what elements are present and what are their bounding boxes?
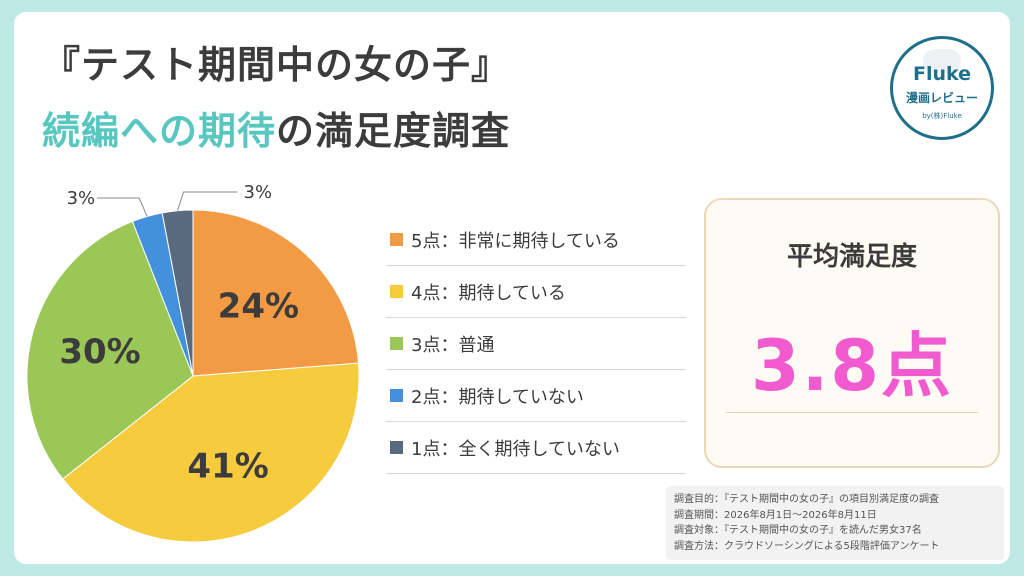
note-period: 調査期間：2026年8月1日～2026年8月11日 <box>674 509 877 521</box>
legend-label: 5点：非常に期待している <box>411 230 620 252</box>
survey-notes: 調査目的：『テスト期間中の女の子』の項目別満足度の調査 調査期間：2026年8月… <box>666 486 1004 560</box>
pie-leader-line <box>177 191 238 211</box>
logo-byline: by(株)Fluke <box>922 112 962 120</box>
note-purpose: 調査目的：『テスト期間中の女の子』の項目別満足度の調査 <box>674 494 939 505</box>
legend-item: 5点：非常に期待している <box>386 214 686 266</box>
pie-leader-line <box>97 197 148 217</box>
legend-label: 3点：普通 <box>411 334 495 356</box>
logo-bubble-icon <box>923 49 961 73</box>
average-underline <box>726 412 978 413</box>
average-score-box: 平均満足度 3.8点 <box>704 198 1000 468</box>
pie-slice <box>26 220 194 480</box>
pie-chart: 24% 41% 30% 3% 3% <box>26 182 360 543</box>
pie-label: 3% <box>244 182 273 203</box>
fluke-logo: Fluke 漫画レビュー by(株)Fluke <box>890 36 994 140</box>
average-value: 3.8点 <box>750 325 953 407</box>
title-highlight: 続編への期待 <box>42 109 277 153</box>
legend-swatch <box>390 389 403 402</box>
legend-item: 2点：期待していない <box>386 370 686 422</box>
chart-legend: 5点：非常に期待している 4点：期待している 3点：普通 2点：期待していない … <box>386 214 686 474</box>
legend-swatch <box>390 233 403 246</box>
note-method: 調査方法：クラウドソーシングによる5段階評価アンケート <box>674 540 940 552</box>
pie-label: 24% <box>218 286 299 326</box>
legend-item: 3点：普通 <box>386 318 686 370</box>
infographic-card: 『テスト期間中の女の子』 続編への期待の満足度調査 Fluke 漫画レビュー b… <box>14 12 1010 564</box>
logo-name: Fluke <box>912 63 972 85</box>
average-label: 平均満足度 <box>786 242 917 272</box>
pie-label: 41% <box>187 447 268 487</box>
title-rest: の満足度調査 <box>276 109 511 153</box>
logo-subtitle: 漫画レビュー <box>905 91 978 105</box>
legend-item: 1点：全く期待していない <box>386 422 686 474</box>
pie-slice <box>192 209 360 377</box>
legend-label: 4点：期待している <box>411 282 566 304</box>
pie-slice <box>62 362 360 543</box>
legend-swatch <box>390 441 403 454</box>
pie-label: 3% <box>67 188 96 209</box>
legend-label: 1点：全く期待していない <box>411 438 620 460</box>
pie-label: 30% <box>59 332 140 372</box>
note-target: 調査対象：『テスト期間中の女の子』を読んだ男女37名 <box>674 525 922 536</box>
legend-swatch <box>390 285 403 298</box>
title-line-1: 『テスト期間中の女の子』 <box>42 43 511 87</box>
legend-swatch <box>390 337 403 350</box>
legend-item: 4点：期待している <box>386 266 686 318</box>
title-line-2: 続編への期待の満足度調査 <box>42 100 510 155</box>
pie-slice <box>161 209 194 377</box>
legend-label: 2点：期待していない <box>411 386 584 408</box>
